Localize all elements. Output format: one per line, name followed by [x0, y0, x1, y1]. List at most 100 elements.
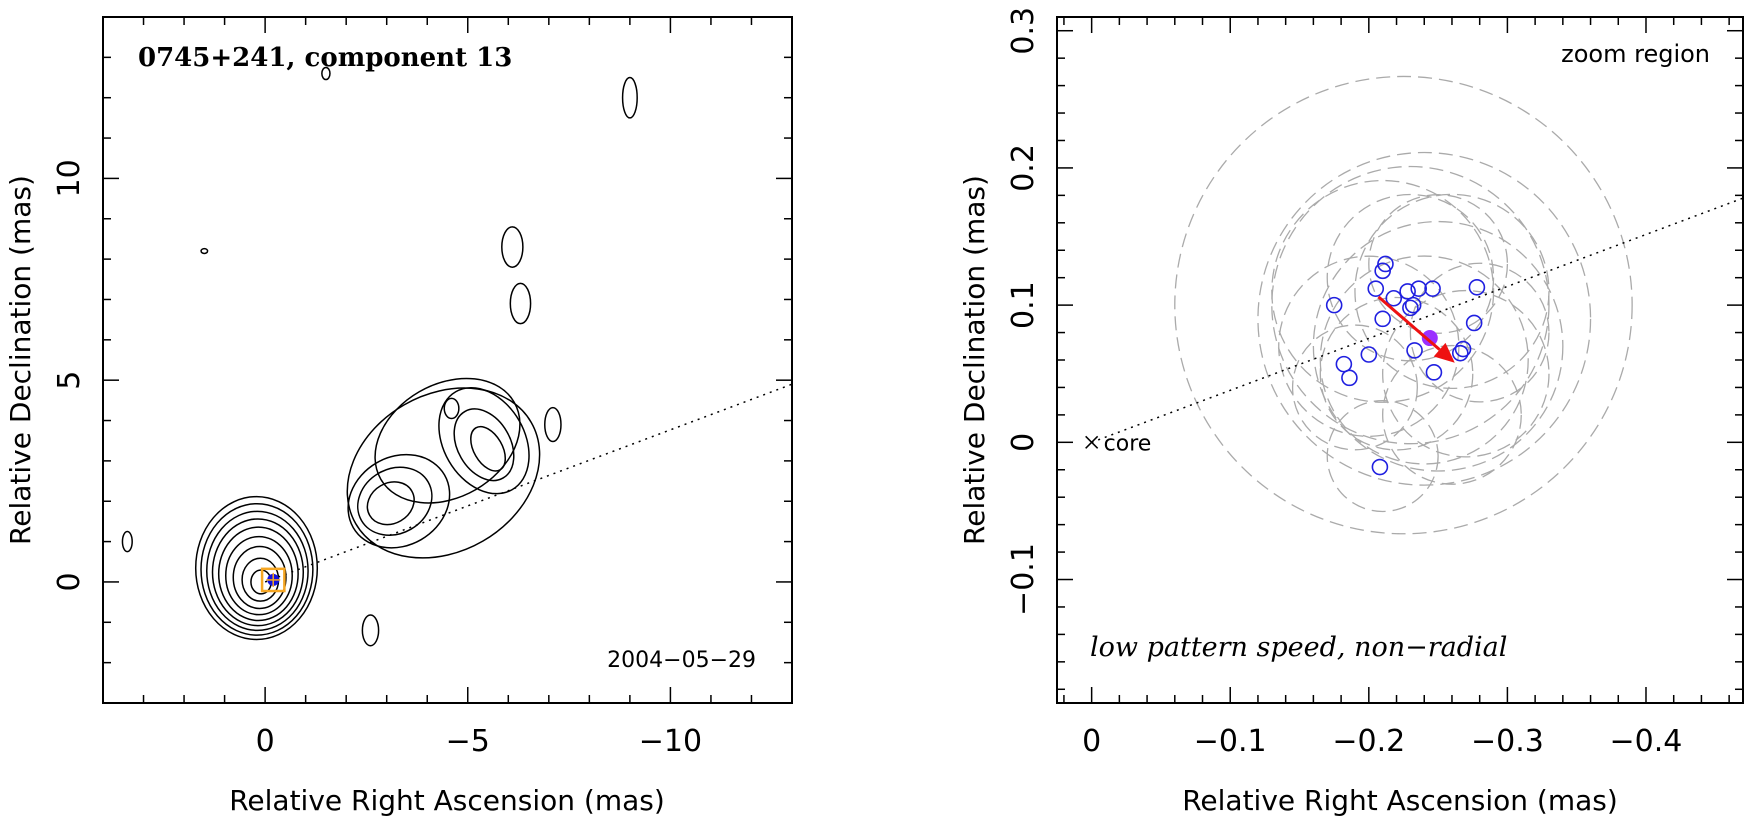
right-axis-ticks: [1057, 17, 1743, 703]
core-contour: [200, 502, 314, 636]
left-contour-layer: [121, 66, 638, 647]
position-point: [1465, 314, 1483, 332]
position-point: [1367, 280, 1385, 297]
jet-contour: [438, 386, 530, 495]
right-y-tick-label-4: 0.3: [1006, 7, 1041, 55]
position-point: [1410, 280, 1428, 297]
right-y-tick-label-3: 0.2: [1006, 144, 1041, 192]
right-x-tick-label-2: −0.2: [1332, 724, 1405, 759]
left-y-tick-label-0: 0: [52, 572, 87, 591]
position-point: [1454, 340, 1472, 358]
core-contour: [232, 545, 287, 610]
error-circle: [1271, 179, 1495, 403]
position-point: [1385, 289, 1403, 307]
left-axis-ticks: [102, 16, 793, 704]
position-point: [1424, 280, 1441, 297]
position-point: [1374, 262, 1391, 280]
error-circle: [1326, 399, 1439, 513]
isolated-contour: [121, 530, 133, 553]
isolated-contour: [321, 66, 331, 81]
position-point: [1399, 283, 1416, 300]
error-circle: [1409, 262, 1550, 403]
left-y-tick-label-1: 5: [52, 371, 87, 390]
left-chart-title: 0745+241, component 13: [138, 43, 512, 73]
isolated-contour: [509, 282, 532, 325]
position-point: [1377, 255, 1394, 273]
error-circle: [1354, 193, 1550, 390]
position-point: [1341, 369, 1358, 387]
position-point: [1335, 355, 1353, 373]
isolated-contour: [443, 397, 460, 420]
right-y-tick-label-0: −0.1: [1006, 543, 1041, 616]
error-circle: [1271, 165, 1550, 445]
position-point: [1374, 310, 1391, 328]
left-date-label: 2004−05−29: [607, 648, 756, 673]
position-point: [1404, 296, 1422, 314]
position-point: [1468, 278, 1486, 296]
error-circle: [1326, 193, 1495, 362]
right-x-tick-label-3: −0.3: [1471, 724, 1544, 759]
left-panel-contour-map: 0745+241, component 13 2004−05−29 0 −5 −…: [4, 16, 793, 817]
jet-contour: [374, 377, 521, 504]
right-y-tick-label-1: 0: [1006, 433, 1041, 452]
position-point: [1402, 299, 1419, 317]
left-plot-frame: [102, 16, 793, 704]
isolated-contour: [621, 76, 638, 119]
isolated-contour: [200, 247, 209, 255]
error-circle: [1319, 296, 1474, 451]
right-y-tick-label-2: 0.1: [1006, 281, 1041, 329]
right-x-tick-label-1: −0.1: [1194, 724, 1267, 759]
position-point: [1371, 458, 1389, 476]
left-y-axis-title: Relative Declination (mas): [4, 175, 37, 545]
jet-contour: [347, 453, 451, 549]
pattern-speed-annotation: low pattern speed, non−radial: [1090, 632, 1507, 663]
error-circle: [1257, 151, 1592, 486]
error-circle: [1368, 194, 1509, 334]
right-x-tick-label-0: 0: [1082, 724, 1101, 759]
left-x-tick-label-1: −5: [446, 724, 490, 759]
left-x-tick-label-2: −10: [639, 724, 702, 759]
error-circle: [1382, 289, 1550, 458]
core-contour: [211, 518, 305, 627]
error-circle: [1319, 255, 1529, 465]
right-panel-zoom-scatter: zoom region low pattern speed, non−radia…: [958, 7, 1744, 817]
jet-contour: [346, 387, 541, 559]
core-label: core: [1104, 431, 1152, 456]
position-point: [1325, 296, 1343, 314]
isolated-contour: [501, 226, 524, 268]
core-cross-b: [1085, 435, 1099, 449]
motion-vector-shaft: [1377, 295, 1441, 351]
motion-vector-head: [1433, 342, 1455, 363]
core-contour: [194, 495, 319, 641]
core-contour: [217, 526, 299, 622]
zoom-region-label: zoom region: [1561, 40, 1710, 68]
mean-position-dot: [1421, 330, 1438, 347]
core-contour: [225, 535, 293, 616]
position-point: [1360, 346, 1378, 363]
jet-contour: [453, 408, 515, 482]
position-point: [1425, 364, 1443, 381]
right-error-circle-layer: [1174, 75, 1633, 535]
component-marker: [260, 567, 286, 593]
right-x-tick-label-4: −0.4: [1610, 724, 1683, 759]
error-circle: [1174, 75, 1633, 535]
left-jet-axis-line: [264, 383, 793, 583]
right-x-axis-title: Relative Right Ascension (mas): [1182, 784, 1618, 817]
core-contour: [206, 510, 309, 632]
isolated-contour: [544, 406, 562, 443]
position-point: [1406, 342, 1423, 359]
right-y-axis-title: Relative Declination (mas): [958, 175, 991, 545]
position-point: [1451, 344, 1469, 362]
right-position-points: [1325, 255, 1486, 476]
left-x-tick-label-0: 0: [256, 724, 275, 759]
right-plot-frame: [1056, 16, 1744, 704]
error-circle: [1312, 220, 1564, 472]
isolated-contour: [361, 614, 380, 647]
error-circle: [1291, 324, 1418, 451]
left-x-axis-title: Relative Right Ascension (mas): [229, 784, 665, 817]
core-marker: [1085, 435, 1099, 449]
component-box: [260, 567, 286, 593]
left-y-tick-label-2: 10: [52, 159, 87, 197]
right-jet-axis-line: [1091, 197, 1744, 444]
